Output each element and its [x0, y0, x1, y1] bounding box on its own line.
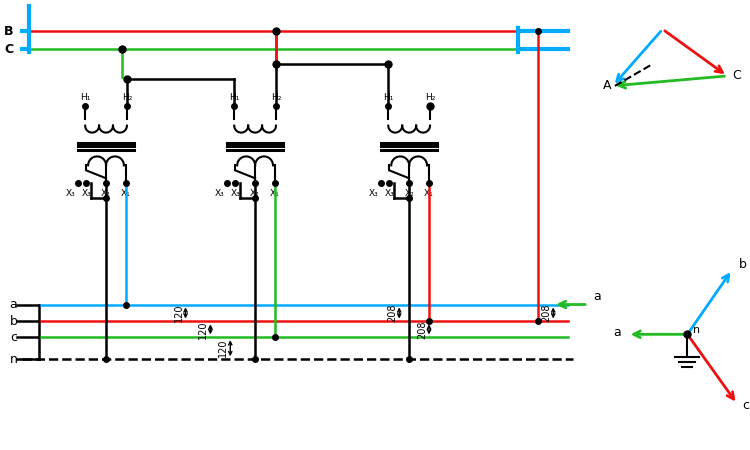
Text: a: a: [10, 298, 17, 311]
Text: n: n: [10, 353, 17, 366]
Text: c: c: [10, 331, 17, 344]
Text: H₂: H₂: [122, 93, 132, 102]
Text: b: b: [10, 315, 17, 328]
Text: H₁: H₁: [80, 93, 90, 102]
Text: A: A: [603, 79, 611, 92]
Text: c: c: [742, 400, 749, 412]
Text: H₂: H₂: [424, 93, 435, 102]
Text: X₁: X₁: [424, 189, 434, 198]
Text: 208: 208: [387, 304, 398, 322]
Text: X₂: X₂: [101, 189, 111, 198]
Text: 208: 208: [417, 320, 427, 338]
Text: X₃: X₃: [368, 189, 378, 198]
Text: C: C: [732, 69, 741, 82]
Text: X₂: X₂: [251, 189, 260, 198]
Text: 120: 120: [173, 304, 184, 322]
Text: X₂: X₂: [404, 189, 414, 198]
Text: X₃: X₃: [81, 189, 91, 198]
Text: B: B: [4, 25, 13, 38]
Text: a: a: [613, 326, 621, 339]
Text: X₁: X₁: [270, 189, 280, 198]
Text: X₃: X₃: [214, 189, 224, 198]
Text: H₁: H₁: [229, 93, 239, 102]
Text: X₃: X₃: [230, 189, 240, 198]
Text: 120: 120: [218, 339, 228, 357]
Text: X₃: X₃: [385, 189, 394, 198]
Text: C: C: [4, 43, 13, 56]
Text: a: a: [593, 290, 601, 303]
Text: 120: 120: [199, 320, 208, 338]
Text: b: b: [739, 258, 747, 271]
Text: n: n: [694, 325, 700, 335]
Text: H₁: H₁: [383, 93, 394, 102]
Text: X₃: X₃: [65, 189, 75, 198]
Text: H₂: H₂: [271, 93, 281, 102]
Text: X₁: X₁: [121, 189, 130, 198]
Text: 208: 208: [542, 304, 551, 322]
